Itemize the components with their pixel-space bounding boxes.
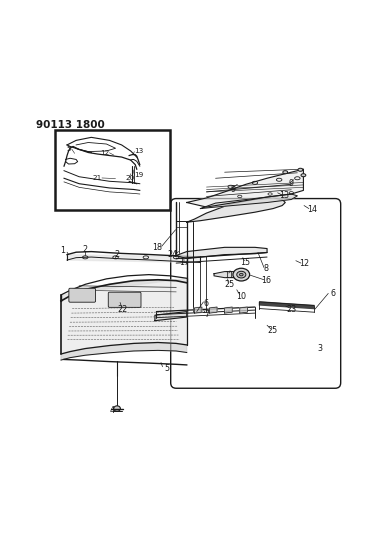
- Text: 2: 2: [115, 250, 120, 259]
- Text: 10: 10: [236, 292, 246, 301]
- Polygon shape: [240, 307, 248, 313]
- Text: 7: 7: [204, 310, 209, 319]
- Text: 5: 5: [165, 364, 170, 373]
- Text: 8: 8: [264, 264, 269, 273]
- Polygon shape: [61, 280, 187, 354]
- Text: 6: 6: [331, 289, 335, 298]
- Ellipse shape: [298, 168, 303, 171]
- Text: 2: 2: [83, 245, 88, 254]
- Text: 20: 20: [126, 175, 135, 181]
- Ellipse shape: [114, 406, 120, 411]
- Text: 17: 17: [179, 258, 190, 267]
- Text: 13: 13: [134, 148, 143, 154]
- Text: 12: 12: [299, 259, 309, 268]
- Text: 15: 15: [240, 258, 250, 267]
- Bar: [55, 130, 170, 210]
- Text: 9: 9: [289, 179, 294, 188]
- Polygon shape: [201, 194, 298, 208]
- Polygon shape: [61, 343, 187, 360]
- Polygon shape: [67, 255, 201, 262]
- FancyBboxPatch shape: [69, 288, 95, 302]
- Ellipse shape: [283, 171, 288, 174]
- FancyBboxPatch shape: [108, 292, 141, 308]
- Text: 90113 1800: 90113 1800: [36, 120, 104, 130]
- Text: 16: 16: [262, 276, 271, 285]
- Polygon shape: [194, 307, 202, 313]
- Polygon shape: [210, 307, 217, 313]
- Text: 24: 24: [167, 250, 178, 259]
- Text: 19: 19: [134, 172, 143, 178]
- Polygon shape: [214, 272, 234, 278]
- Text: 11: 11: [224, 271, 234, 280]
- Text: 6: 6: [203, 298, 208, 308]
- Text: 1: 1: [60, 246, 65, 255]
- Text: 5: 5: [66, 146, 71, 152]
- Polygon shape: [187, 198, 285, 222]
- Ellipse shape: [239, 273, 243, 276]
- Ellipse shape: [233, 268, 249, 281]
- Polygon shape: [155, 312, 187, 321]
- Text: 25: 25: [267, 326, 278, 335]
- Ellipse shape: [237, 271, 246, 278]
- Text: 3: 3: [317, 344, 323, 353]
- Text: 21: 21: [93, 175, 102, 181]
- Polygon shape: [187, 169, 303, 207]
- Text: 12: 12: [100, 150, 109, 156]
- Text: 4: 4: [110, 407, 115, 416]
- Polygon shape: [224, 307, 232, 313]
- Text: 22: 22: [117, 305, 127, 313]
- Text: 14: 14: [307, 205, 317, 214]
- Text: 18: 18: [152, 243, 162, 252]
- Ellipse shape: [301, 174, 306, 177]
- Polygon shape: [260, 302, 314, 309]
- Text: 25: 25: [224, 280, 234, 289]
- Text: 9: 9: [231, 185, 236, 194]
- Text: 13: 13: [279, 191, 289, 200]
- Polygon shape: [176, 247, 267, 259]
- Text: 23: 23: [287, 305, 297, 313]
- Polygon shape: [61, 278, 187, 301]
